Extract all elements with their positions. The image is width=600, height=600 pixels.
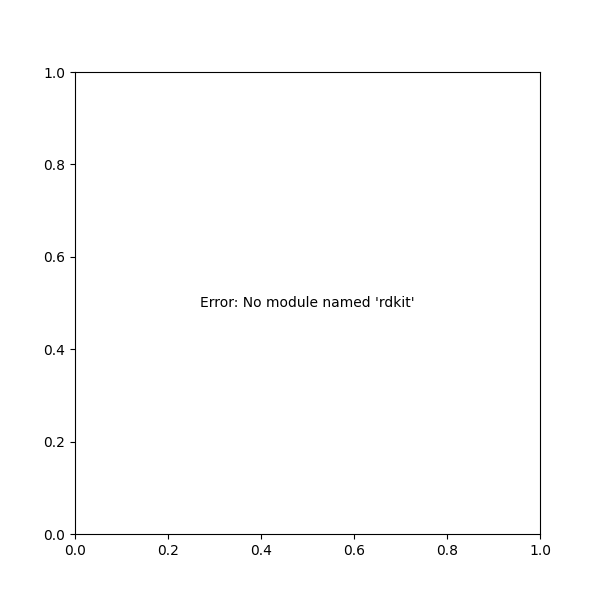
Text: Error: No module named 'rdkit': Error: No module named 'rdkit' <box>200 296 415 310</box>
